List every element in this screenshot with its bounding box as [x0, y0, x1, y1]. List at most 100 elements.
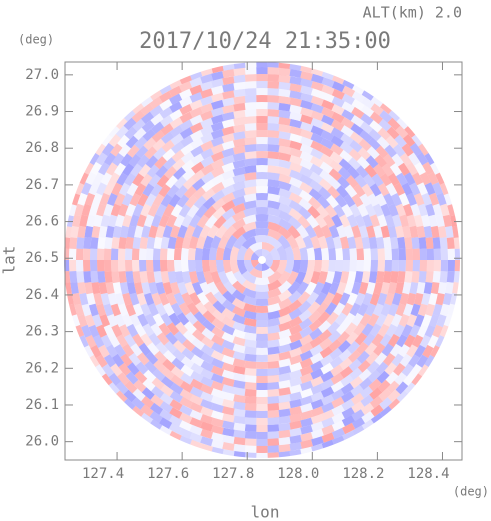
- radar-cell: [68, 260, 77, 272]
- radar-cell: [349, 367, 363, 381]
- radar-cell: [377, 183, 390, 197]
- radar-cell: [366, 146, 380, 160]
- radar-cell: [256, 431, 268, 439]
- radar-cell: [131, 397, 145, 410]
- radar-cell: [129, 193, 141, 207]
- radar-cell: [256, 101, 268, 110]
- radar-cell: [331, 292, 343, 306]
- radar-cell: [424, 354, 435, 367]
- radar-cell: [310, 155, 324, 168]
- radar-cell: [174, 331, 187, 345]
- radar-cell: [383, 236, 392, 249]
- radar-cell: [363, 173, 376, 188]
- radar-cell: [169, 430, 182, 441]
- radar-cell: [233, 131, 246, 141]
- radar-cell: [332, 75, 345, 85]
- radar-cell: [311, 73, 324, 84]
- radar-cell: [242, 221, 257, 233]
- radar-cell: [320, 378, 334, 391]
- radar-cell: [169, 391, 183, 403]
- radar-cell: [103, 152, 116, 166]
- radar-cell: [439, 182, 449, 196]
- radar-cell: [127, 282, 137, 295]
- radar-cell: [365, 203, 377, 217]
- radar-cell: [411, 237, 420, 249]
- radar-cell: [233, 401, 246, 410]
- radar-cell: [391, 313, 403, 327]
- radar-cell: [255, 214, 269, 222]
- radar-cell: [320, 153, 334, 166]
- radar-cell: [244, 67, 257, 75]
- radar-cell: [321, 77, 335, 88]
- radar-cell: [155, 303, 167, 317]
- radar-cell: [244, 116, 257, 124]
- radar-cell: [141, 225, 151, 238]
- radar-cell: [160, 260, 168, 272]
- radar-cell: [417, 324, 428, 338]
- radar-cell: [362, 292, 373, 306]
- radar-cell: [356, 350, 370, 364]
- radar-cell: [213, 291, 227, 305]
- radar-cell: [328, 224, 340, 239]
- radar-cell: [199, 224, 211, 239]
- radar-cell: [399, 214, 409, 228]
- radar-cell: [189, 99, 203, 111]
- radar-cell: [207, 224, 220, 239]
- radar-cell: [443, 193, 452, 206]
- radar-cell: [244, 123, 257, 132]
- radar-cell: [124, 333, 137, 348]
- radar-cell: [244, 438, 257, 446]
- radar-cell: [299, 260, 308, 273]
- radar-cell: [425, 303, 436, 317]
- radar-cell: [98, 282, 108, 295]
- radar-cell: [254, 284, 270, 292]
- radar-cell: [300, 107, 313, 118]
- radar-cell: [297, 291, 311, 305]
- radar-cell: [350, 123, 364, 136]
- radar-cell: [309, 336, 323, 349]
- radar-cell: [222, 76, 235, 86]
- radar-cell: [447, 204, 455, 217]
- radar-cell: [368, 378, 382, 392]
- radar-cell: [267, 88, 280, 96]
- radar-cell: [256, 389, 268, 398]
- radar-cell: [342, 79, 355, 90]
- radar-cell: [398, 248, 406, 260]
- radar-cell: [388, 398, 400, 410]
- radar-cell: [189, 236, 199, 249]
- radar-cell: [321, 439, 334, 449]
- radar-cell: [384, 260, 393, 272]
- radar-cell: [244, 151, 257, 160]
- radar-cell: [201, 171, 215, 184]
- radar-cell: [379, 110, 393, 123]
- radar-cell: [391, 353, 404, 367]
- radar-cell: [387, 225, 397, 238]
- radar-cell: [97, 248, 105, 260]
- radar-cell: [131, 260, 140, 272]
- radar-cell: [267, 332, 280, 341]
- radar-cell: [264, 252, 274, 260]
- radar-cell: [92, 192, 103, 206]
- radar-cell: [422, 161, 434, 176]
- radar-cell: [332, 236, 343, 249]
- radar-cell: [310, 421, 324, 432]
- radar-cell: [90, 271, 99, 283]
- radar-cell: [267, 396, 280, 404]
- radar-cell: [256, 375, 268, 384]
- radar-cell: [256, 368, 268, 377]
- radar-cell: [159, 91, 173, 103]
- radar-cell: [328, 176, 342, 190]
- radar-cell: [190, 378, 204, 391]
- radar-cell: [310, 399, 324, 410]
- radar-cell: [418, 237, 427, 249]
- y-tick-label: 26.3: [25, 324, 59, 340]
- radar-cell: [363, 260, 372, 272]
- radar-cell: [306, 247, 316, 260]
- radar-cell: [359, 121, 373, 134]
- radar-cell: [278, 387, 291, 396]
- radar-cell: [134, 225, 144, 238]
- radar-cell: [169, 407, 183, 419]
- radar-cell: [134, 183, 147, 197]
- radar-cell: [221, 133, 235, 143]
- radar-cell: [341, 101, 355, 113]
